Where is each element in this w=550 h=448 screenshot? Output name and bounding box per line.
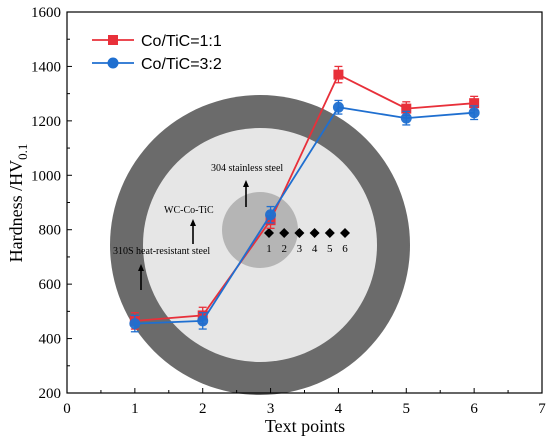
y-tick-label: 1000: [31, 168, 61, 184]
data-point-square: [333, 69, 344, 80]
y-tick-label: 800: [39, 223, 62, 239]
arrow-304-head: [243, 180, 249, 187]
x-tick-label: 6: [470, 401, 478, 417]
legend: Co/TiC=1:1 Co/TiC=3:2: [92, 33, 222, 73]
y-axis-title-sub: 0.1: [15, 144, 30, 160]
data-point-circle: [129, 318, 141, 330]
label-310s: 310S heat-resistant steel: [113, 246, 210, 257]
measurement-point-label: 4: [312, 243, 318, 255]
measurement-point-marker: [309, 228, 320, 238]
y-tick-label: 200: [39, 386, 62, 402]
measurement-point-marker: [264, 228, 274, 238]
y-tick-label: 1200: [31, 114, 61, 130]
x-tick-label: 3: [267, 401, 275, 417]
data-point-circle: [197, 315, 209, 327]
x-tick-label: 7: [538, 401, 546, 417]
series-group: [129, 65, 480, 333]
y-tick-label: 600: [39, 277, 62, 293]
measurement-point-marker: [324, 228, 335, 238]
measurement-point-label: 5: [327, 243, 333, 255]
data-point-circle: [332, 101, 344, 113]
x-axis-title: Text points: [265, 416, 345, 436]
data-point-circle: [265, 209, 277, 221]
x-tick-label: 5: [403, 401, 411, 417]
x-tick-label: 2: [199, 401, 207, 417]
x-tick-label: 1: [131, 401, 139, 417]
series-line-2: [134, 106, 475, 325]
legend-marker-2: [107, 57, 119, 69]
data-point-circle: [468, 107, 480, 119]
data-point-circle: [400, 112, 412, 124]
measurement-point-label: 1: [266, 243, 272, 255]
legend-label-2: Co/TiC=3:2: [141, 56, 222, 73]
x-tick-label: 0: [63, 401, 71, 417]
measurement-point-marker: [294, 228, 305, 238]
series-line-1: [134, 73, 475, 322]
cross-section-schematic: 304 stainless steel WC-Co-TiC 310S heat-…: [110, 95, 410, 395]
label-304-stainless-steel: 304 stainless steel: [211, 163, 283, 174]
measurement-point-marker: [279, 228, 290, 238]
legend-marker-1: [108, 35, 118, 45]
measurement-point-label: 2: [281, 243, 287, 255]
measurement-point-label: 6: [342, 243, 348, 255]
y-tick-label: 1600: [31, 5, 61, 21]
arrow-wc-co-tic-head: [190, 219, 196, 226]
measurement-point-marker: [340, 228, 350, 238]
y-axis-title-main: Hardness /HV: [6, 160, 26, 262]
label-wc-co-tic: WC-Co-TiC: [164, 205, 214, 216]
measurement-point-label: 3: [297, 243, 303, 255]
legend-label-1: Co/TiC=1:1: [141, 33, 222, 50]
data-point-square: [469, 98, 480, 109]
arrow-310s-head: [138, 264, 144, 271]
data-point-square: [401, 103, 412, 114]
y-tick-label: 1400: [31, 59, 61, 75]
x-tick-label: 4: [335, 401, 343, 417]
y-tick-label: 400: [39, 332, 62, 348]
y-axis-title: Hardness /HV0.1: [6, 144, 30, 263]
